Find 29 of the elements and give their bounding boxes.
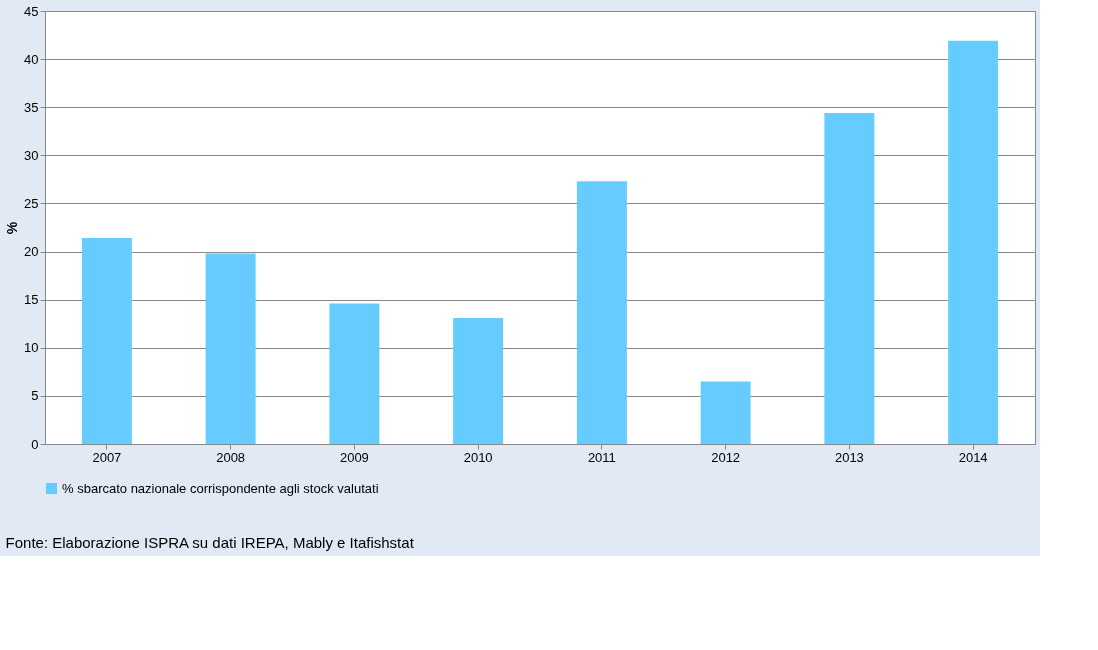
bar <box>453 317 504 444</box>
bar <box>700 381 751 444</box>
bar <box>576 181 627 444</box>
source-note: Fonte: Elaborazione ISPRA su dati IREPA, Mably e Itafishstat <box>5 534 415 551</box>
y-tick-label: 15 <box>24 292 39 308</box>
bar <box>81 238 132 444</box>
bar <box>329 303 380 444</box>
y-tick-label: 25 <box>24 195 39 211</box>
y-tick-label: 0 <box>31 436 39 452</box>
y-tick-label: 10 <box>24 340 39 356</box>
bar <box>948 40 999 444</box>
y-tick-label: 30 <box>24 147 39 163</box>
bar <box>824 113 875 444</box>
x-tick-label: 2007 <box>92 449 122 465</box>
x-tick-label: 2014 <box>958 449 988 465</box>
y-tick-label: 40 <box>24 51 39 67</box>
y-axis-title: % <box>4 221 21 235</box>
x-tick-label: 2010 <box>463 449 493 465</box>
bar <box>205 253 256 444</box>
x-tick-label: 2009 <box>339 449 369 465</box>
x-tick-label: 2011 <box>587 449 616 465</box>
y-tick-label: 35 <box>24 99 39 115</box>
y-tick-label: 45 <box>24 3 39 19</box>
x-tick-label: 2008 <box>216 449 246 465</box>
x-tick-label: 2012 <box>711 449 741 465</box>
legend-label: % sbarcato nazionale corrispondente agli stock valutati <box>62 480 379 496</box>
x-tick-label: 2013 <box>834 449 864 465</box>
y-tick-label: 5 <box>31 388 39 404</box>
y-tick-label: 20 <box>24 244 39 260</box>
